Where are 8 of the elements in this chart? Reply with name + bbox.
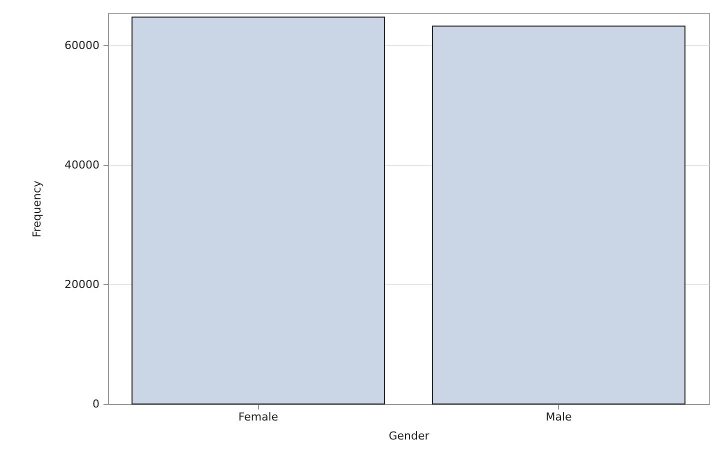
x-tick-label: Male xyxy=(546,410,572,424)
x-axis-title: Gender xyxy=(388,430,430,442)
y-tick-label: 20000 xyxy=(64,278,100,291)
y-tick-label: 60000 xyxy=(64,38,100,52)
x-tick-label: Female xyxy=(238,410,278,424)
y-axis-title: Frequency xyxy=(30,180,44,238)
y-tick-label: 0 xyxy=(92,398,100,410)
y-tick-label: 40000 xyxy=(64,158,100,172)
